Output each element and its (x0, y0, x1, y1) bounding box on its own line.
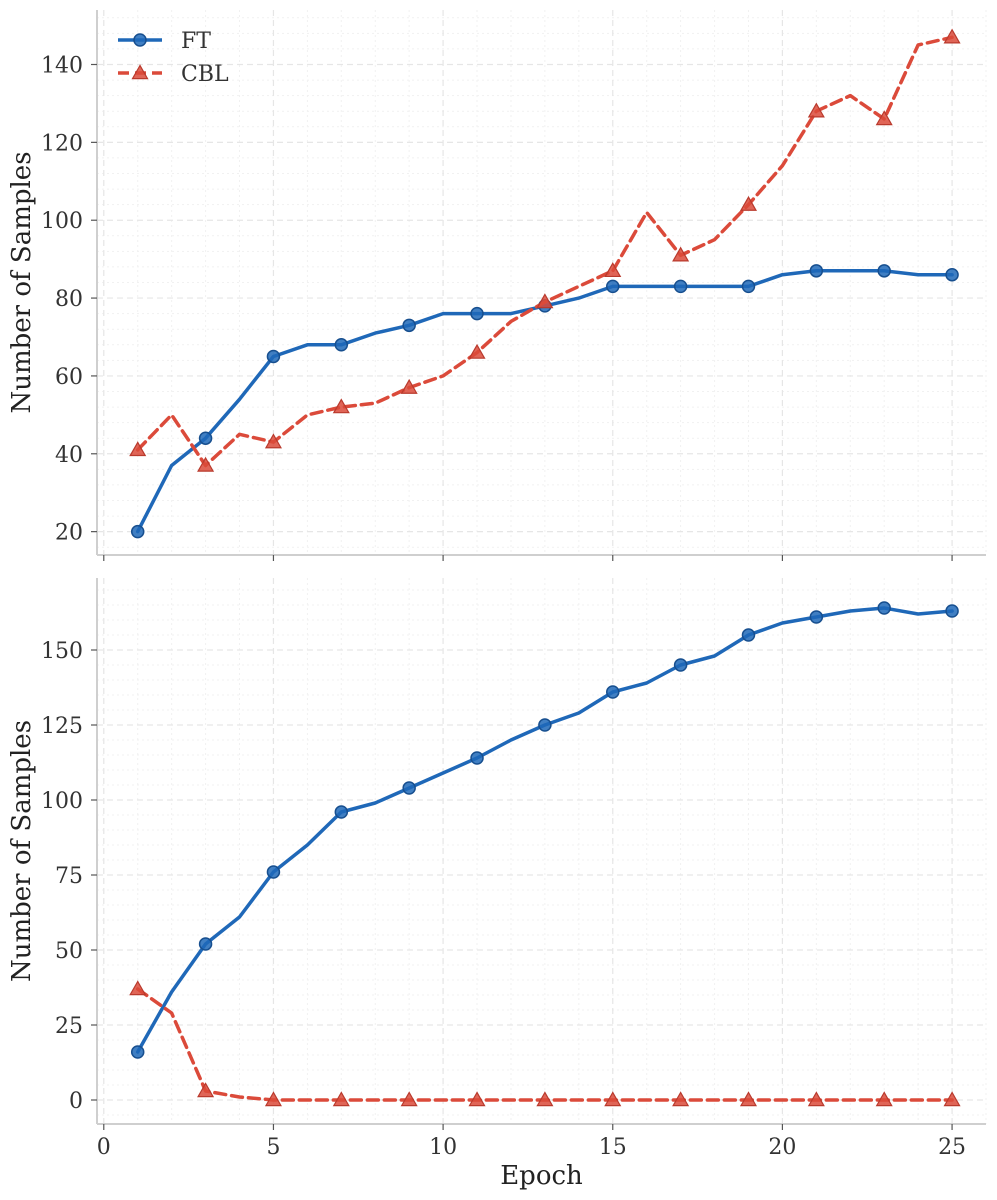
data-point-cbl (332, 398, 350, 414)
data-point-ft (470, 306, 484, 321)
x-axis-title: Epoch (500, 1161, 583, 1191)
data-point-ft (402, 318, 416, 333)
legend-marker-ft (133, 33, 147, 47)
data-point-cbl (264, 433, 282, 449)
x-tick-label: 5 (266, 1135, 280, 1160)
y-tick-label: 0 (69, 1089, 83, 1114)
data-point-ft (741, 279, 756, 294)
y-tick-label: 150 (41, 639, 83, 664)
data-point-cbl (739, 1091, 758, 1107)
data-point-ft (877, 601, 891, 615)
data-point-ft (402, 781, 416, 795)
legend-label-ft: FT (181, 29, 211, 54)
x-tick-label: 0 (97, 1135, 111, 1160)
data-point-ft (470, 751, 484, 765)
data-point-ft (809, 264, 824, 278)
y-tick-label: 125 (41, 714, 83, 739)
data-point-ft (945, 267, 959, 282)
data-point-cbl (536, 293, 554, 309)
data-point-cbl (672, 1091, 690, 1107)
data-point-cbl (943, 1091, 961, 1107)
data-point-cbl (875, 1091, 893, 1107)
data-point-cbl (536, 1091, 554, 1107)
y-axis-title: Number of Samples (7, 720, 37, 982)
data-point-cbl (875, 110, 893, 126)
y-tick-label: 40 (55, 443, 83, 468)
data-point-ft (198, 937, 213, 951)
x-tick-label: 10 (429, 1135, 457, 1160)
y-tick-label: 140 (41, 54, 83, 79)
data-point-cbl (604, 262, 622, 278)
data-point-cbl (129, 980, 147, 996)
data-point-ft (741, 628, 756, 642)
data-point-cbl (468, 1091, 486, 1107)
data-point-cbl (807, 1091, 825, 1107)
data-point-ft (538, 718, 552, 732)
y-tick-label: 80 (55, 287, 83, 312)
y-tick-label: 100 (41, 209, 83, 234)
data-point-cbl (943, 28, 961, 44)
data-point-ft (130, 1045, 145, 1059)
y-tick-label: 120 (41, 131, 83, 156)
panel-2: 0 25 50 75 100 125 150 0 5 10 15 20 25 Number of Samp… (7, 578, 987, 1160)
data-point-cbl (604, 1091, 622, 1107)
y-tick-label: 25 (55, 1014, 83, 1039)
data-point-cbl (739, 195, 758, 211)
data-point-cbl (264, 1091, 282, 1107)
data-point-ft (877, 264, 891, 278)
data-point-ft (945, 604, 959, 618)
y-tick-label: 100 (41, 789, 83, 814)
data-point-cbl (468, 343, 486, 359)
data-point-ft (673, 279, 688, 294)
data-point-cbl (197, 1082, 215, 1098)
data-point-ft (198, 431, 213, 445)
data-point-cbl (129, 441, 147, 457)
data-point-cbl (400, 378, 418, 394)
data-point-cbl (197, 456, 215, 472)
data-point-cbl (332, 1091, 350, 1107)
legend: FT CBL (118, 29, 229, 87)
data-point-ft (809, 610, 824, 624)
y-axis-title: Number of Samples (7, 151, 37, 413)
legend-marker-cbl (131, 64, 149, 80)
data-point-cbl (400, 1091, 418, 1107)
data-point-ft (266, 349, 281, 364)
y-tick-label: 20 (55, 521, 83, 546)
data-point-cbl (807, 102, 825, 118)
data-point-cbl (672, 246, 690, 262)
data-point-ft (334, 805, 349, 819)
y-tick-label: 75 (55, 864, 83, 889)
y-tick-label: 60 (55, 365, 83, 390)
x-tick-label: 20 (768, 1135, 796, 1160)
data-point-ft (266, 865, 281, 879)
x-tick-label: 25 (938, 1135, 966, 1160)
y-tick-label: 50 (55, 939, 83, 964)
data-point-ft (606, 279, 620, 294)
data-point-ft (673, 658, 688, 672)
data-point-ft (130, 524, 145, 539)
legend-label-cbl: CBL (181, 62, 229, 87)
x-tick-label: 15 (599, 1135, 627, 1160)
data-point-ft (606, 685, 620, 699)
panel-1: 20 40 60 80 100 120 140 Number of Samples FT CBL (7, 10, 987, 561)
data-point-ft (334, 338, 349, 352)
